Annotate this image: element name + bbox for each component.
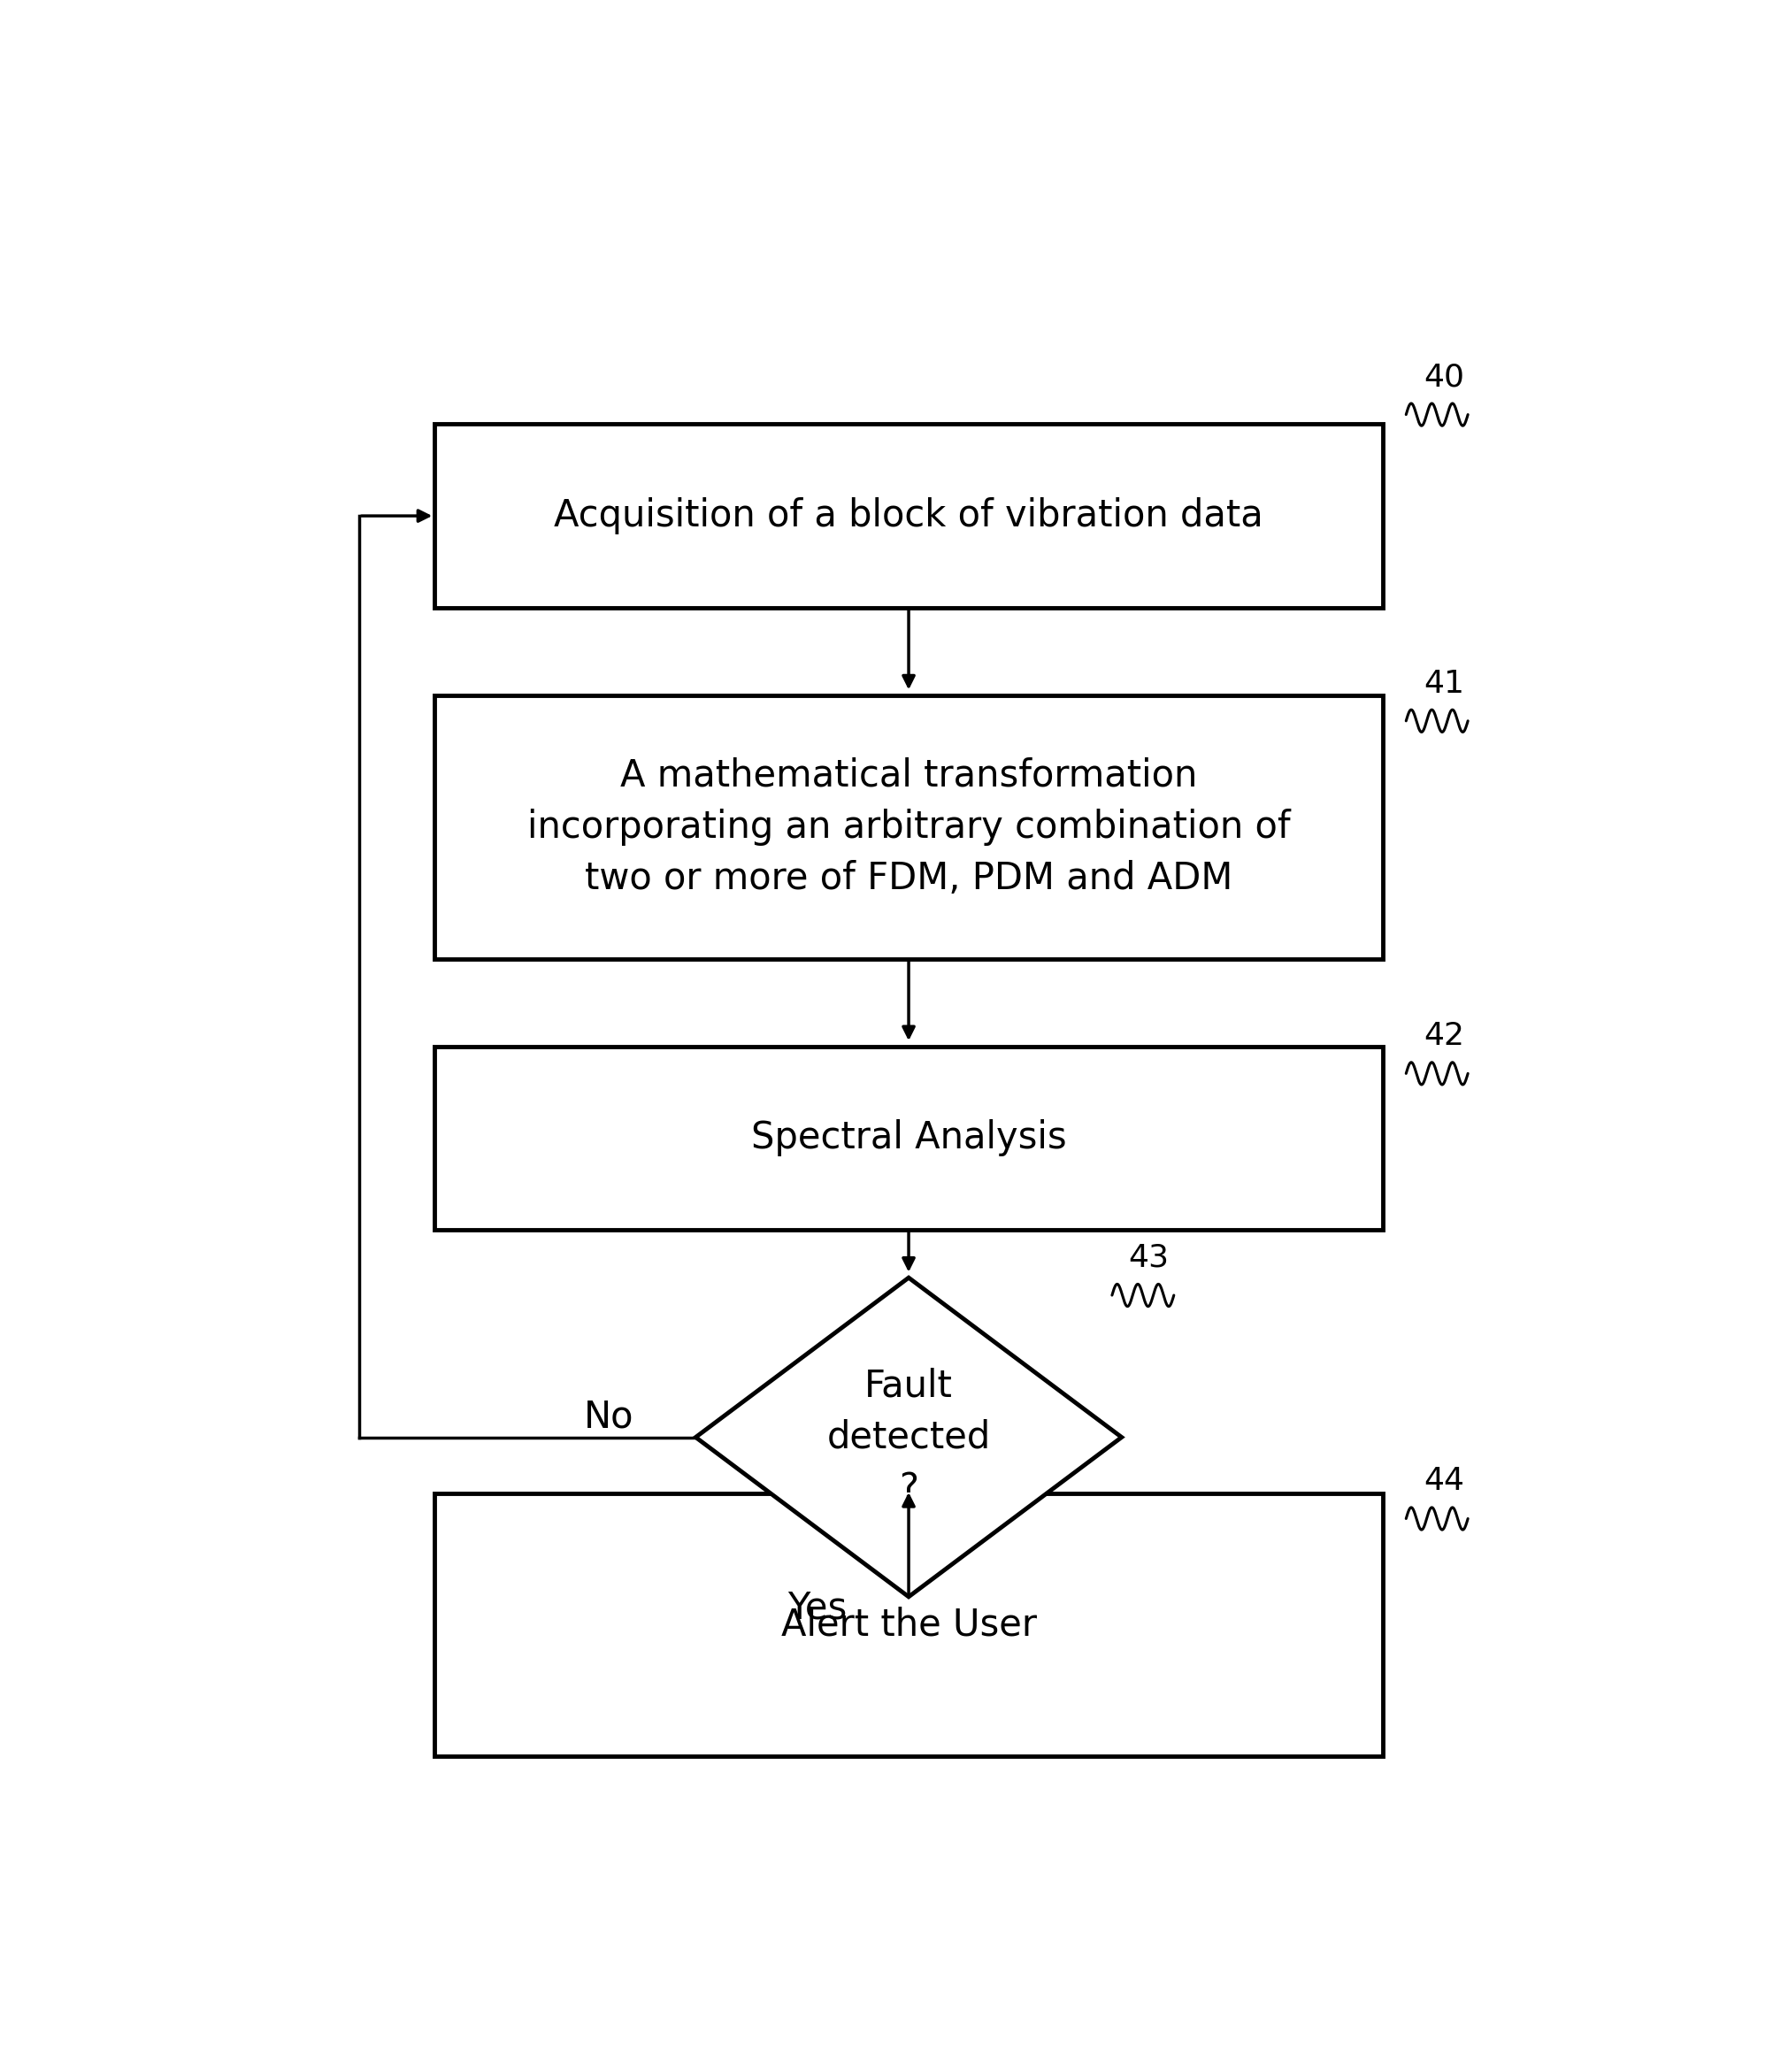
Text: Fault
detected
?: Fault detected ? (826, 1368, 991, 1508)
Bar (434, 425, 1383, 607)
Polygon shape (695, 1278, 1122, 1598)
Text: No: No (583, 1399, 635, 1436)
Text: 40: 40 (1424, 363, 1464, 392)
Text: Spectral Analysis: Spectral Analysis (752, 1119, 1066, 1156)
Text: 43: 43 (1128, 1243, 1168, 1272)
Text: 41: 41 (1424, 669, 1464, 698)
Text: Alert the User: Alert the User (780, 1606, 1037, 1643)
Text: Acquisition of a block of vibration data: Acquisition of a block of vibration data (553, 497, 1264, 535)
Bar (434, 1494, 1383, 1757)
Text: 42: 42 (1424, 1021, 1464, 1051)
Text: A mathematical transformation
incorporating an arbitrary combination of
two or m: A mathematical transformation incorporat… (527, 756, 1291, 897)
Bar (434, 1046, 1383, 1231)
Bar (434, 696, 1383, 959)
Text: Yes: Yes (787, 1589, 847, 1627)
Text: 44: 44 (1424, 1467, 1464, 1496)
